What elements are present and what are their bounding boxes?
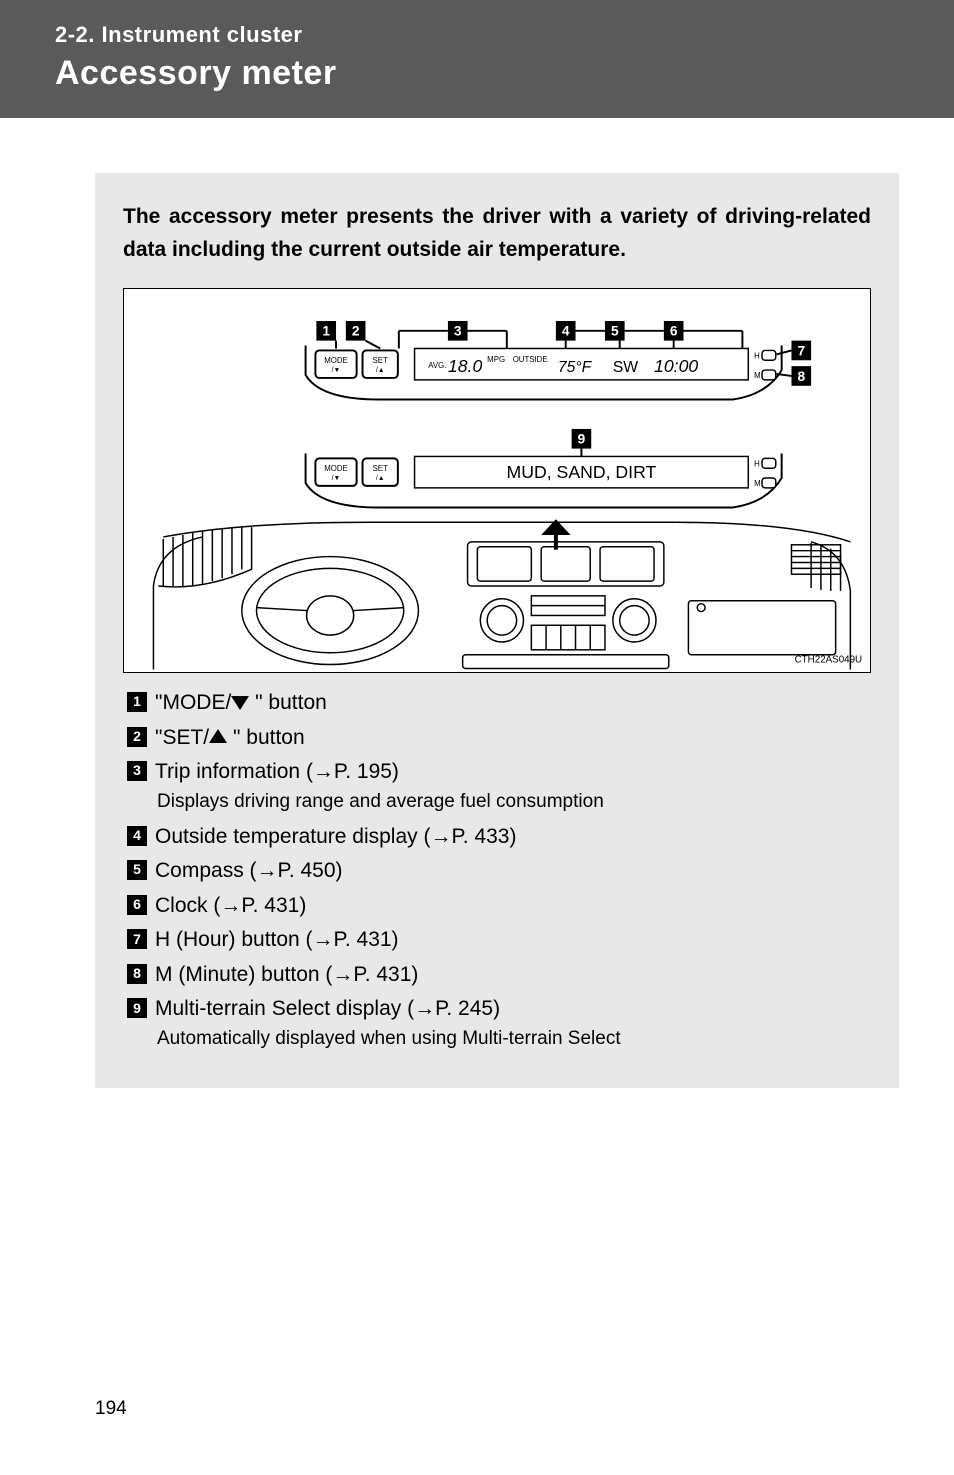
svg-text:MPG: MPG (487, 355, 505, 364)
svg-text:SW: SW (613, 359, 638, 376)
triangle-down-icon (231, 696, 249, 710)
svg-text:OUTSIDE: OUTSIDE (513, 355, 548, 364)
list-item: 3Trip information (→P. 195) (127, 756, 871, 789)
section-label: 2-2. Instrument cluster (55, 22, 899, 48)
list-item: 7H (Hour) button (→P. 431) (127, 924, 871, 957)
badge-7: 7 (127, 929, 147, 949)
sub-text: Automatically displayed when using Multi… (157, 1028, 871, 1050)
svg-text:18.0: 18.0 (448, 356, 483, 376)
list-item: 2"SET/ " button (127, 722, 871, 755)
svg-text:3: 3 (454, 324, 462, 339)
svg-text:8: 8 (797, 369, 805, 384)
svg-text:/▲: /▲ (376, 475, 385, 482)
list-item: 9Multi-terrain Select display (→P. 245) (127, 993, 871, 1026)
badge-1: 1 (127, 692, 147, 712)
diagram-svg: MODE /▼ SET /▲ AVG. 18.0 MPG OUTSIDE 75°… (124, 289, 870, 672)
svg-text:75°F: 75°F (558, 359, 593, 376)
list-item: 1"MODE/ " button (127, 687, 871, 720)
badge-9: 9 (127, 998, 147, 1018)
badge-5: 5 (127, 860, 147, 880)
svg-text:H: H (754, 351, 760, 360)
svg-text:5: 5 (611, 324, 619, 339)
badge-6: 6 (127, 895, 147, 915)
list-item: 6Clock (→P. 431) (127, 890, 871, 923)
badge-4: 4 (127, 826, 147, 846)
svg-text:9: 9 (578, 432, 586, 447)
page-number: 194 (95, 1398, 127, 1420)
svg-text:MODE: MODE (324, 464, 348, 473)
svg-text:2: 2 (352, 324, 360, 339)
svg-text:CTH22AS049U: CTH22AS049U (795, 655, 863, 666)
item-list: 1"MODE/ " button 2"SET/ " button 3Trip i… (123, 687, 871, 1050)
svg-text:/▲: /▲ (376, 367, 385, 374)
intro-text: The accessory meter presents the driver … (123, 201, 871, 266)
svg-text:M: M (754, 479, 761, 488)
page-title: Accessory meter (55, 54, 899, 93)
triangle-up-icon (209, 729, 227, 743)
svg-text:4: 4 (562, 324, 570, 339)
svg-text:AVG.: AVG. (428, 361, 446, 370)
svg-text:SET: SET (373, 356, 388, 365)
badge-2: 2 (127, 727, 147, 747)
page-header: 2-2. Instrument cluster Accessory meter (0, 0, 954, 118)
svg-text:MUD, SAND, DIRT: MUD, SAND, DIRT (507, 462, 657, 482)
svg-text:H: H (754, 459, 760, 468)
svg-text:10:00: 10:00 (654, 356, 698, 376)
content-panel: The accessory meter presents the driver … (95, 173, 899, 1088)
list-item: 4Outside temperature display (→P. 433) (127, 821, 871, 854)
svg-text:/▼: /▼ (332, 367, 341, 374)
svg-text:7: 7 (797, 343, 805, 358)
badge-3: 3 (127, 761, 147, 781)
svg-text:6: 6 (670, 324, 678, 339)
sub-text: Displays driving range and average fuel … (157, 791, 871, 813)
diagram: MODE /▼ SET /▲ AVG. 18.0 MPG OUTSIDE 75°… (123, 288, 871, 673)
svg-text:MODE: MODE (324, 356, 348, 365)
badge-8: 8 (127, 964, 147, 984)
list-item: 8M (Minute) button (→P. 431) (127, 959, 871, 992)
svg-text:M: M (754, 371, 761, 380)
list-item: 5Compass (→P. 450) (127, 855, 871, 888)
svg-text:/▼: /▼ (332, 475, 341, 482)
svg-text:SET: SET (373, 464, 388, 473)
svg-text:1: 1 (322, 324, 330, 339)
